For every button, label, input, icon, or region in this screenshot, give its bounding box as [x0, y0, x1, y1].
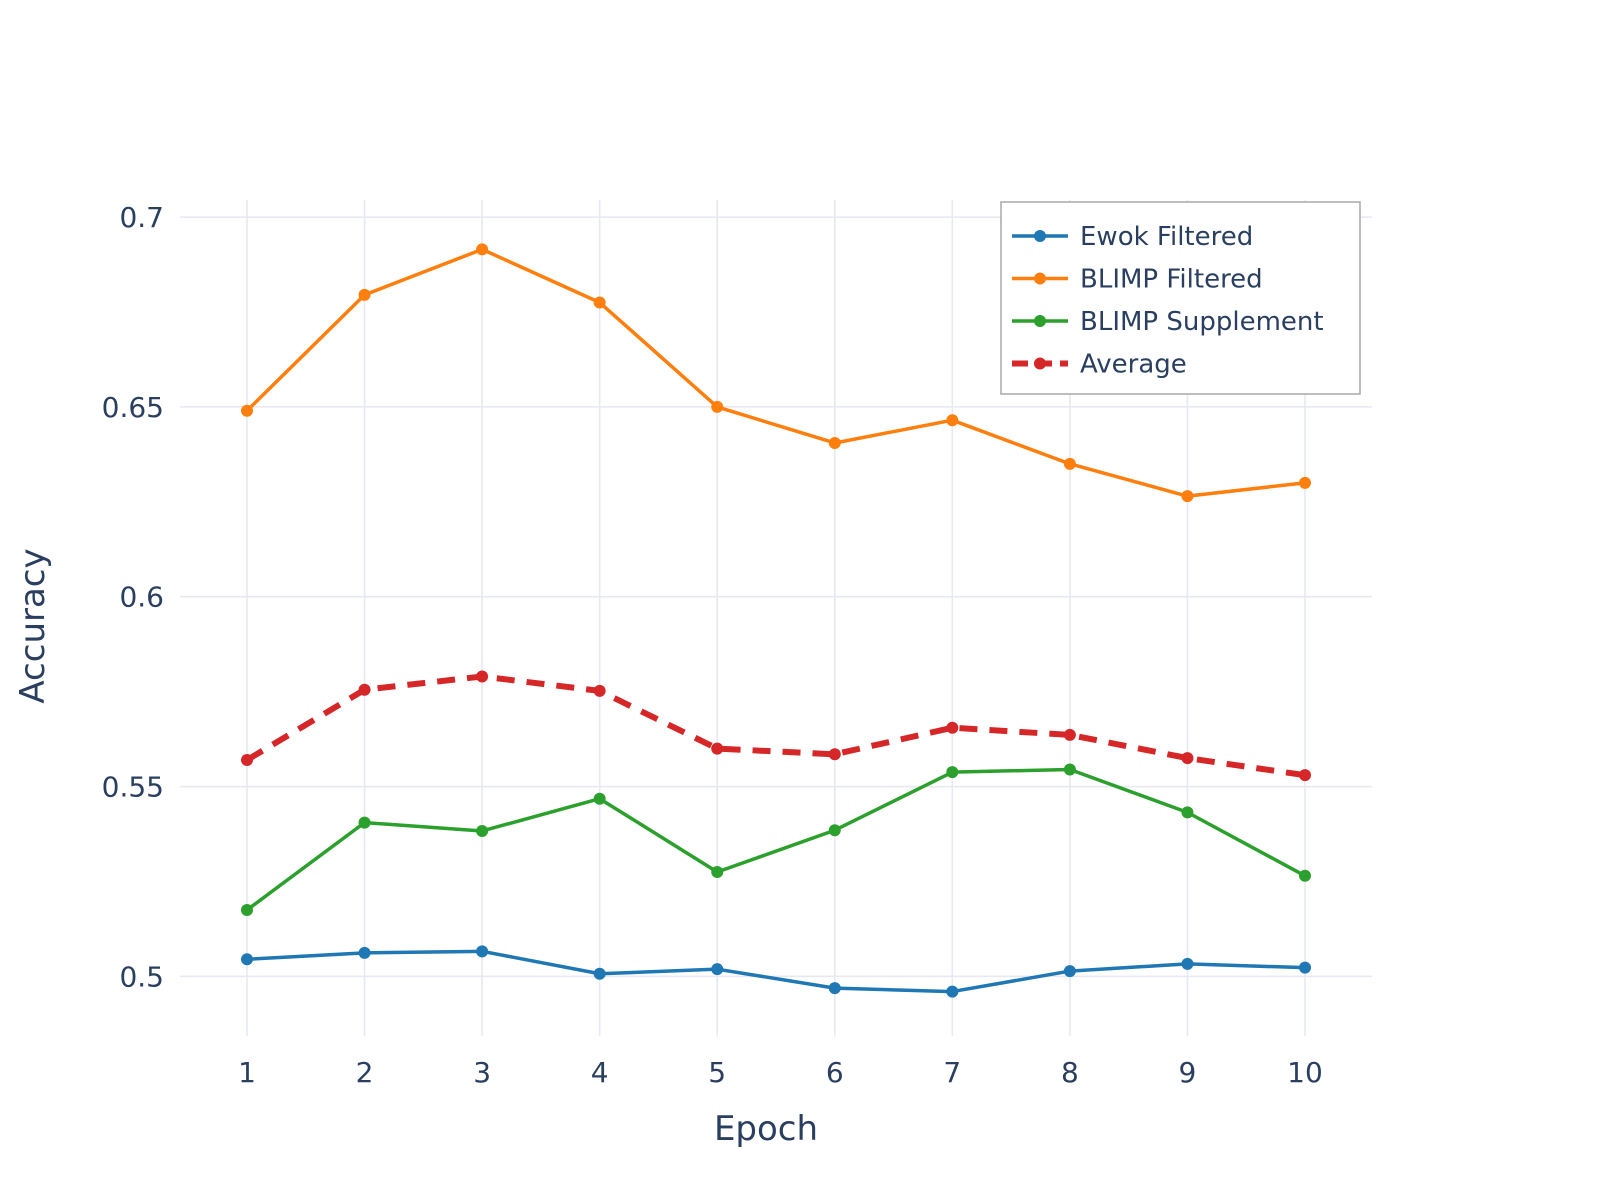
data-point-ewok-filtered[interactable]	[1298, 961, 1311, 974]
data-point-average[interactable]	[476, 670, 489, 683]
data-point-ewok-filtered[interactable]	[241, 953, 254, 966]
data-point-ewok-filtered[interactable]	[358, 946, 371, 959]
legend-swatch-marker	[1034, 315, 1046, 327]
legend-label: Ewok Filtered	[1080, 222, 1253, 252]
series-line-blimp-filtered	[245, 247, 1306, 498]
data-point-blimp-supplement[interactable]	[593, 792, 606, 805]
legend-swatch-marker	[1034, 230, 1046, 242]
y-tick-label: 0.7	[119, 201, 164, 234]
legend-item-blimp-supplement[interactable]: BLIMP Supplement	[1012, 307, 1324, 337]
y-axis-ticks: 0.5 0.55 0.6 0.65 0.7	[102, 201, 164, 993]
data-point-blimp-filtered[interactable]	[593, 296, 606, 309]
data-point-blimp-supplement[interactable]	[476, 824, 489, 837]
x-tick-label: 9	[1179, 1056, 1197, 1089]
legend-label: BLIMP Supplement	[1080, 307, 1324, 337]
data-point-average[interactable]	[1181, 752, 1194, 765]
data-point-average[interactable]	[711, 742, 724, 755]
data-point-blimp-supplement[interactable]	[241, 903, 254, 916]
x-tick-label: 10	[1287, 1056, 1323, 1089]
data-point-blimp-filtered[interactable]	[1063, 457, 1076, 470]
x-tick-label: 3	[473, 1056, 491, 1089]
x-tick-label: 8	[1061, 1056, 1079, 1089]
legend-item-average[interactable]: Average	[1012, 350, 1187, 380]
data-point-blimp-filtered[interactable]	[1298, 476, 1311, 489]
y-tick-label: 0.55	[102, 771, 164, 804]
data-point-average[interactable]	[1063, 728, 1076, 741]
series-average	[241, 670, 1311, 782]
data-point-average[interactable]	[593, 684, 606, 697]
legend-swatch-marker	[1034, 272, 1046, 285]
data-point-ewok-filtered[interactable]	[1181, 957, 1194, 970]
data-point-blimp-supplement[interactable]	[946, 766, 959, 779]
data-point-blimp-supplement[interactable]	[1181, 806, 1194, 819]
data-point-blimp-supplement[interactable]	[1298, 869, 1311, 882]
data-point-ewok-filtered[interactable]	[946, 985, 959, 998]
data-point-blimp-supplement[interactable]	[358, 816, 371, 829]
x-axis-ticks: 1 2 3 4 5 6 7 8 9 10	[238, 1056, 1323, 1089]
data-point-blimp-filtered[interactable]	[828, 436, 841, 449]
data-point-average[interactable]	[358, 683, 371, 696]
data-point-blimp-filtered[interactable]	[241, 404, 254, 417]
series-blimp-supplement	[241, 763, 1311, 916]
data-point-ewok-filtered[interactable]	[593, 967, 606, 980]
data-point-average[interactable]	[241, 753, 254, 766]
y-axis-title: Accuracy	[13, 548, 53, 703]
grid	[180, 200, 1372, 1036]
x-tick-label: 5	[708, 1056, 726, 1089]
series-line-average	[245, 673, 1306, 779]
data-point-blimp-filtered[interactable]	[946, 414, 959, 427]
data-point-blimp-supplement[interactable]	[1063, 763, 1076, 776]
data-point-blimp-filtered[interactable]	[358, 288, 371, 301]
legend-swatch-marker	[1034, 357, 1046, 370]
data-point-blimp-supplement[interactable]	[828, 824, 841, 837]
data-point-ewok-filtered[interactable]	[476, 945, 489, 958]
series-line-blimp-supplement	[245, 767, 1306, 912]
data-point-ewok-filtered[interactable]	[1063, 965, 1076, 978]
y-tick-label: 0.65	[102, 391, 164, 424]
series-blimp-filtered	[241, 243, 1311, 503]
series-lines	[241, 243, 1311, 998]
data-point-blimp-filtered[interactable]	[711, 400, 724, 413]
legend-item-blimp-filtered[interactable]: BLIMP Filtered	[1012, 265, 1263, 295]
x-tick-label: 6	[826, 1056, 844, 1089]
series-line-ewok-filtered	[246, 949, 1306, 994]
legend-label: Average	[1080, 350, 1187, 380]
data-point-blimp-filtered[interactable]	[476, 243, 489, 256]
legend[interactable]: Ewok Filtered BLIMP Filtered BLIMP Supplem…	[1000, 201, 1361, 395]
data-point-ewok-filtered[interactable]	[828, 982, 841, 995]
y-tick-label: 0.6	[119, 581, 164, 614]
x-tick-label: 1	[238, 1056, 256, 1089]
legend-label: BLIMP Filtered	[1080, 265, 1263, 295]
data-point-blimp-filtered[interactable]	[1181, 490, 1194, 503]
x-axis-title: Epoch	[714, 1109, 818, 1149]
x-tick-label: 7	[943, 1056, 961, 1089]
x-tick-label: 2	[356, 1056, 374, 1089]
data-point-blimp-supplement[interactable]	[711, 865, 724, 878]
legend-item-ewok-filtered[interactable]: Ewok Filtered	[1012, 222, 1253, 252]
data-point-average[interactable]	[1298, 769, 1311, 782]
data-point-average[interactable]	[946, 721, 959, 734]
y-tick-label: 0.5	[119, 960, 164, 993]
data-point-ewok-filtered[interactable]	[711, 963, 724, 976]
data-point-average[interactable]	[828, 748, 841, 761]
series-ewok-filtered	[241, 945, 1311, 998]
legend-items: Ewok Filtered BLIMP Filtered BLIMP Supplem…	[1012, 222, 1324, 380]
x-tick-label: 4	[591, 1056, 609, 1089]
